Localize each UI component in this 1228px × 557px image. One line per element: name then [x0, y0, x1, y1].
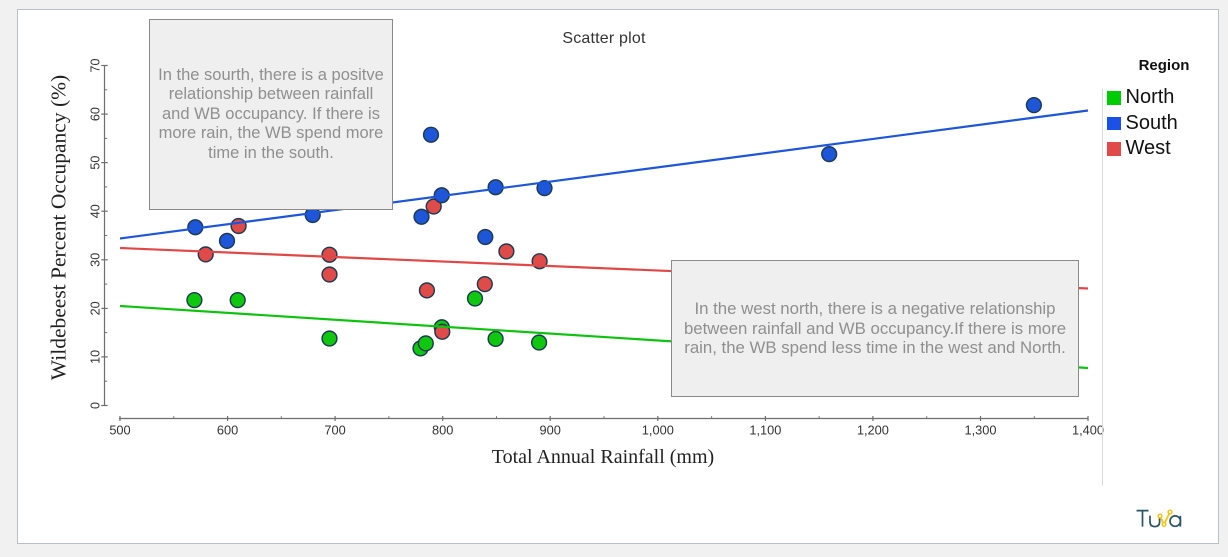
svg-text:700: 700: [324, 423, 345, 438]
svg-text:50: 50: [89, 156, 103, 170]
svg-text:600: 600: [217, 423, 238, 438]
svg-text:1,100: 1,100: [749, 423, 781, 438]
svg-text:1,200: 1,200: [857, 423, 889, 438]
svg-text:900: 900: [540, 423, 561, 438]
svg-text:1,300: 1,300: [964, 423, 996, 438]
svg-text:20: 20: [89, 301, 103, 315]
svg-text:60: 60: [89, 107, 103, 121]
svg-text:0: 0: [89, 402, 103, 409]
svg-text:40: 40: [89, 204, 103, 218]
svg-text:10: 10: [89, 350, 103, 364]
svg-text:30: 30: [89, 253, 103, 267]
svg-text:1,000: 1,000: [642, 423, 674, 438]
svg-text:800: 800: [432, 423, 453, 438]
svg-text:70: 70: [89, 58, 103, 72]
svg-text:1,400: 1,400: [1072, 423, 1104, 438]
svg-text:500: 500: [109, 423, 130, 438]
